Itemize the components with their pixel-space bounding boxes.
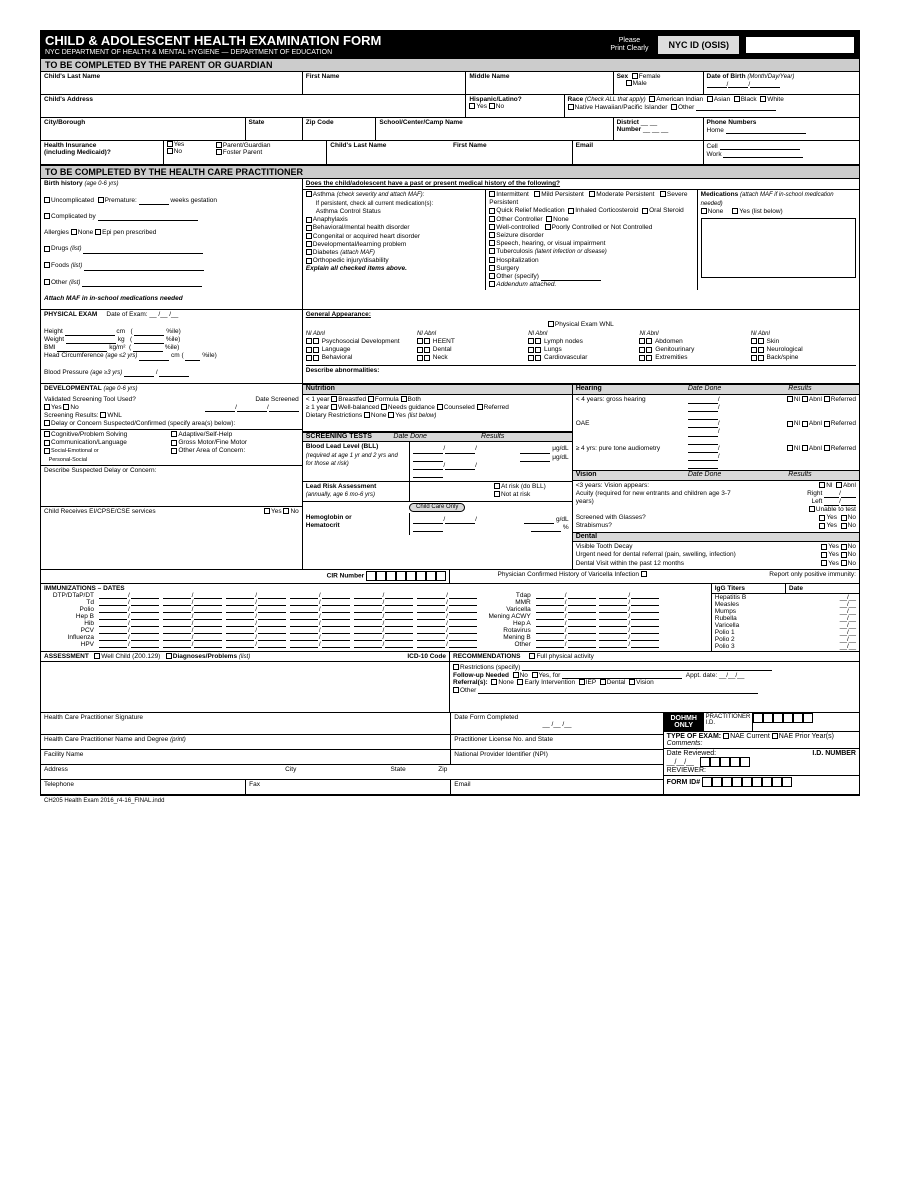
screen-title: SCREENING TESTS <box>306 433 394 442</box>
race-label: Race <box>568 96 584 103</box>
ga-title: General Appearance: <box>306 311 371 318</box>
sex-label: Sex <box>617 73 629 80</box>
hisp-label: Hispanic/Latino? <box>469 96 521 103</box>
assess-title: ASSESSMENT <box>44 653 89 660</box>
medhx-question: Does the child/adolescent have a past or… <box>306 180 560 187</box>
dev-title: DEVELOPMENTAL <box>44 385 102 392</box>
hearing-title: Hearing <box>576 385 688 394</box>
city-label: City/Borough <box>44 119 85 126</box>
hisp-no[interactable] <box>489 103 495 109</box>
form-header: CHILD & ADOLESCENT HEALTH EXAMINATION FO… <box>41 31 859 58</box>
state-label: State <box>249 119 265 126</box>
address-label: Child's Address <box>44 96 93 103</box>
insurance-label: Health Insurance(including Medicaid)? <box>44 142 111 156</box>
dob-y[interactable] <box>750 80 780 88</box>
female-checkbox[interactable] <box>632 73 638 79</box>
phones-label: Phone Numbers <box>707 119 757 126</box>
male-checkbox[interactable] <box>626 80 632 86</box>
dob-label: Date of Birth <box>707 73 746 80</box>
dob-d[interactable] <box>728 80 748 88</box>
nutrition-title: Nutrition <box>303 384 572 395</box>
nyc-id-label: NYC ID (OSIS) <box>658 36 739 54</box>
school-label: School/Center/Camp Name <box>379 119 462 126</box>
dental-title: Dental <box>573 532 859 543</box>
footer-text: CH205 Health Exam 2016_r4-16_FINAL.indd <box>40 796 860 806</box>
lastname-label: Child's Last Name <box>44 73 100 80</box>
parent-section-head: TO BE COMPLETED BY THE PARENT OR GUARDIA… <box>41 58 859 72</box>
print-clearly: PleasePrint Clearly <box>610 37 648 52</box>
zip-label: Zip Code <box>306 119 334 126</box>
middlename-label: Middle Name <box>469 73 509 80</box>
childcare-only-pill: Child Care Only <box>409 503 465 513</box>
dohmh-only-box: DOHMHONLY <box>664 713 704 731</box>
nyc-id-input[interactable] <box>745 36 855 54</box>
immun-title: IMMUNIZATIONS – DATES <box>44 585 125 592</box>
form-title: CHILD & ADOLESCENT HEALTH EXAMINATION FO… <box>45 33 381 48</box>
dob-m[interactable] <box>707 80 727 88</box>
email-label: Email <box>576 142 593 149</box>
sig-label: Health Care Practitioner Signature <box>44 714 143 721</box>
form-page: CHILD & ADOLESCENT HEALTH EXAMINATION FO… <box>40 30 860 796</box>
cir-label: CIR Number <box>327 572 365 579</box>
hisp-yes[interactable] <box>469 103 475 109</box>
rec-title: RECOMMENDATIONS <box>453 653 520 660</box>
form-subtitle: NYC DEPARTMENT OF HEALTH & MENTAL HYGIEN… <box>45 49 381 56</box>
medications-box[interactable] <box>701 218 856 278</box>
practitioner-section-head: TO BE COMPLETED BY THE HEALTH CARE PRACT… <box>41 165 859 179</box>
vision-title: Vision <box>576 471 688 480</box>
name-row: Child's Last Name First Name Middle Name… <box>41 72 859 95</box>
firstname-label: First Name <box>306 73 340 80</box>
physexam-title: PHYSICAL EXAM <box>44 311 97 318</box>
